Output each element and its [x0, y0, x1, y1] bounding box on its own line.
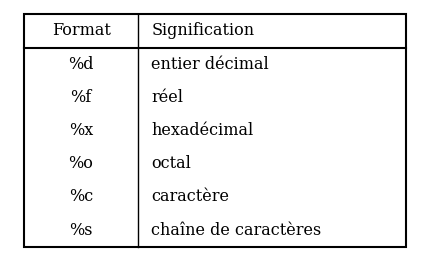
Text: %d: %d [68, 56, 94, 73]
Text: réel: réel [151, 89, 183, 106]
Text: caractère: caractère [151, 188, 229, 205]
Text: hexadécimal: hexadécimal [151, 122, 254, 139]
Text: Signification: Signification [151, 22, 255, 39]
Text: %c: %c [69, 188, 93, 205]
Text: %x: %x [69, 122, 93, 139]
Text: Format: Format [52, 22, 111, 39]
Text: %o: %o [69, 155, 93, 172]
Text: %s: %s [69, 222, 93, 239]
Text: entier décimal: entier décimal [151, 56, 269, 73]
Bar [24, 14, 406, 247]
Text: chaîne de caractères: chaîne de caractères [151, 222, 322, 239]
Text: %f: %f [71, 89, 92, 106]
Text: octal: octal [151, 155, 191, 172]
